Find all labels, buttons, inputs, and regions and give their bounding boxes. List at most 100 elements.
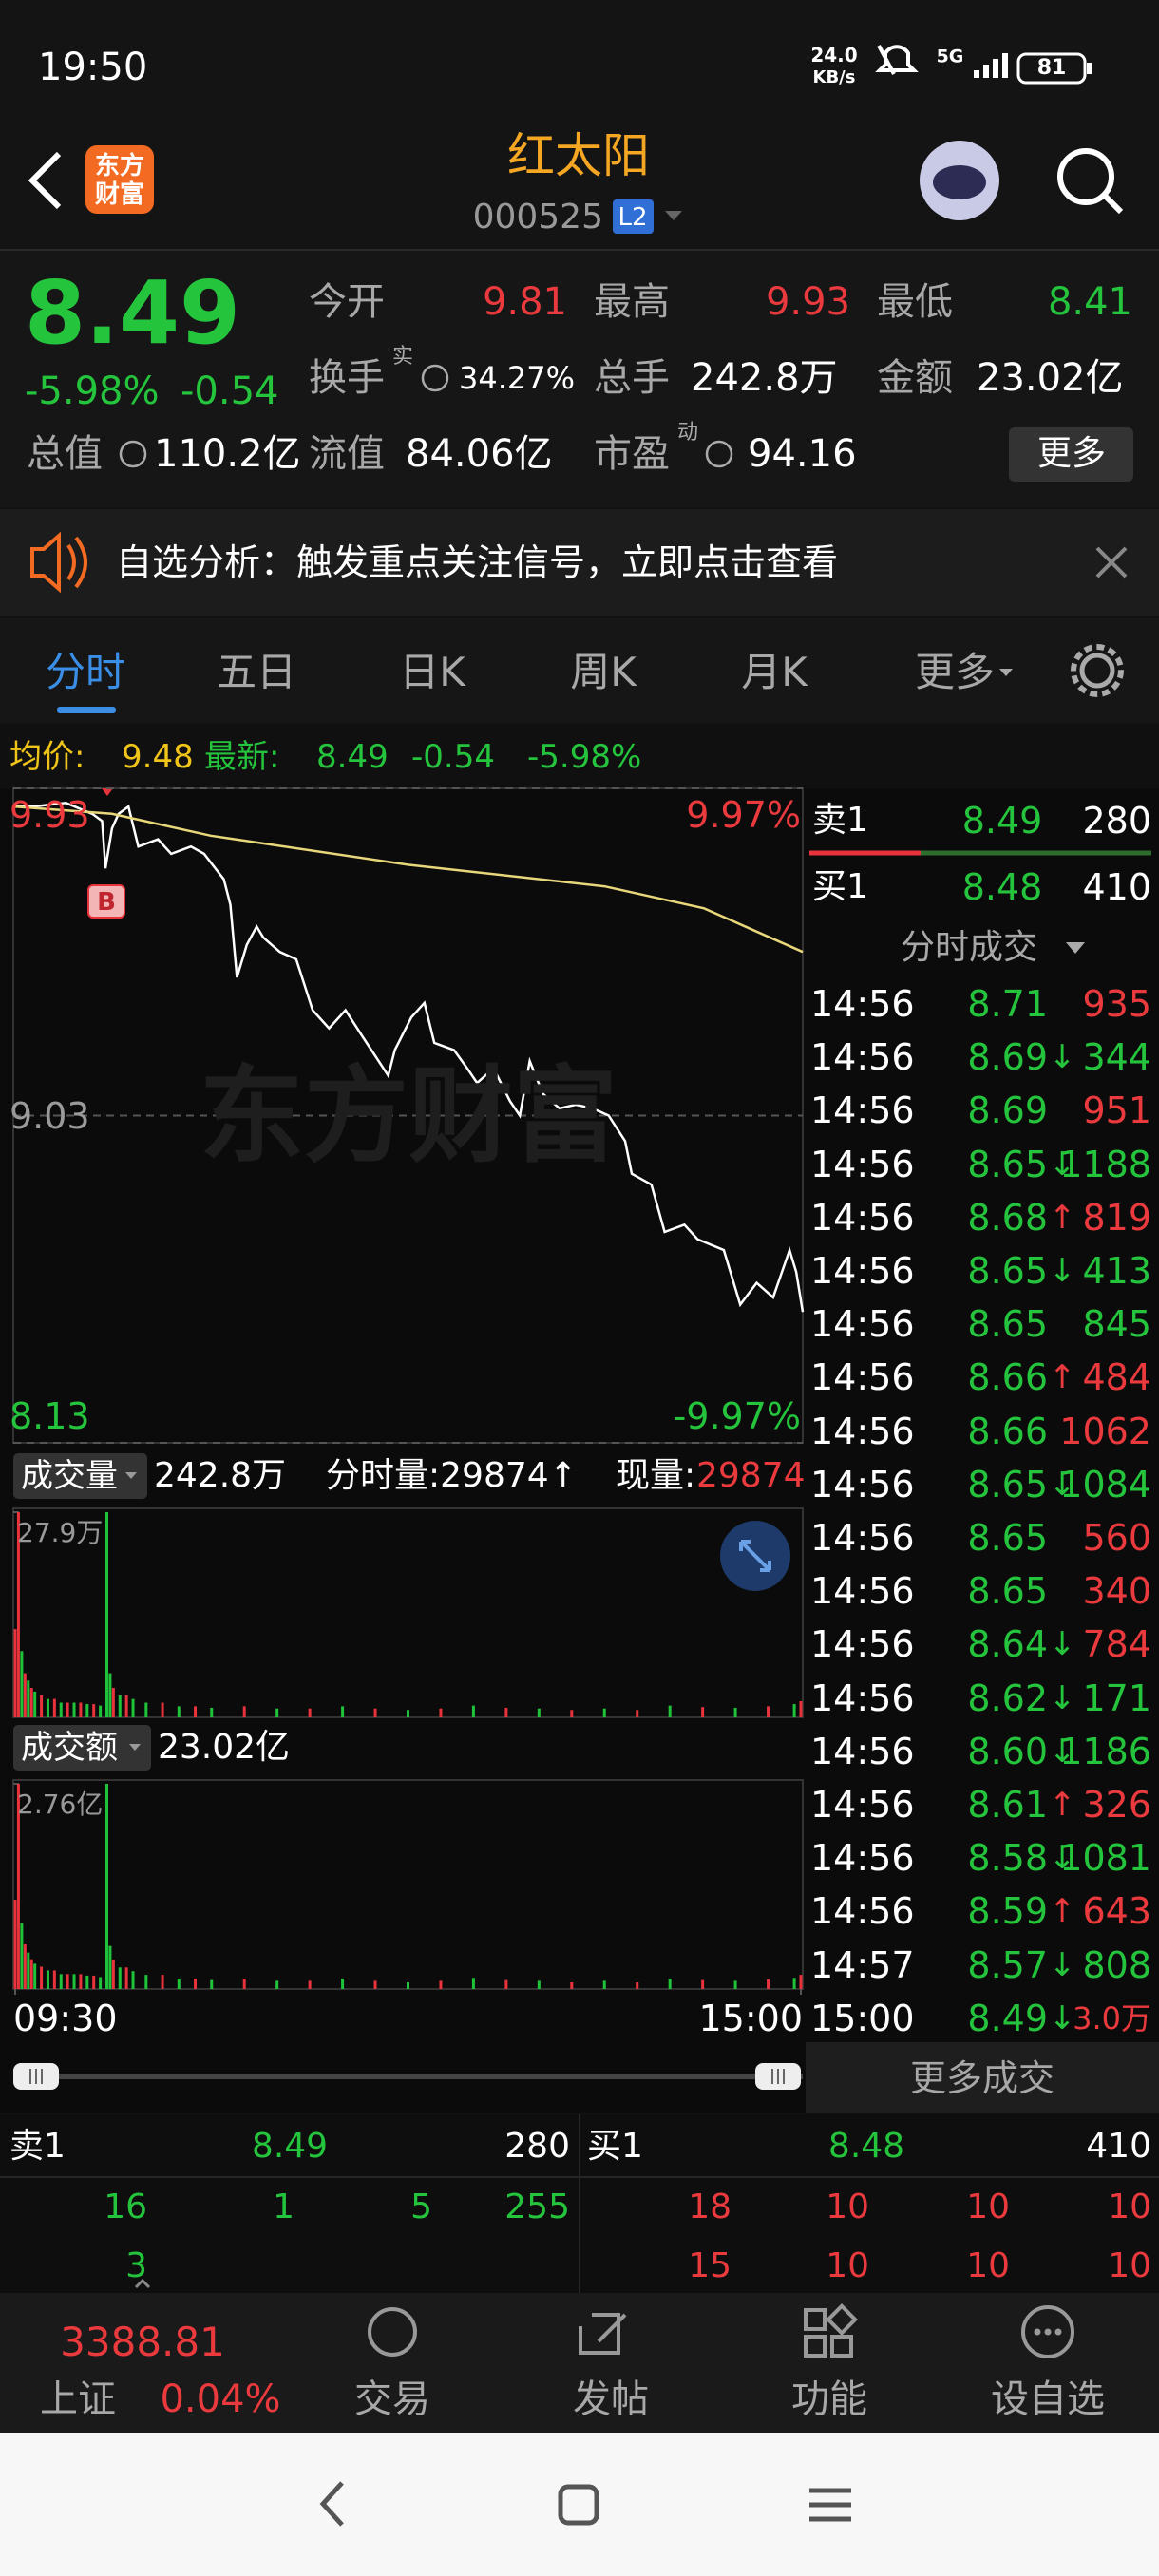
close-button[interactable] bbox=[1095, 546, 1128, 578]
trade-time: 14:56 bbox=[810, 1036, 915, 1079]
trade-time: 14:56 bbox=[810, 1623, 915, 1666]
trade-volume: 560 bbox=[1082, 1517, 1151, 1559]
queue-size: 10 bbox=[966, 2246, 1010, 2285]
trade-price: 8.68 bbox=[967, 1196, 1048, 1239]
trade-arrow: ↓ bbox=[1049, 1945, 1076, 1984]
clock: 19:50 bbox=[38, 46, 148, 89]
queue-size: 5 bbox=[410, 2188, 432, 2226]
system-back[interactable] bbox=[319, 2481, 344, 2527]
volume-bar bbox=[79, 1702, 83, 1717]
trades-title[interactable]: 分时成交 bbox=[900, 928, 1038, 967]
tabs-bg bbox=[0, 618, 1159, 723]
nav-item[interactable]: 功能 bbox=[791, 2377, 867, 2421]
function-icon[interactable] bbox=[804, 2303, 858, 2358]
volume-bar bbox=[99, 1705, 103, 1717]
system-home[interactable] bbox=[558, 2484, 599, 2526]
volume-bar bbox=[537, 1708, 541, 1717]
trade-time: 14:56 bbox=[810, 1303, 915, 1346]
trade-volume: 1188 bbox=[1059, 1143, 1151, 1185]
y-tick-label: 27.9万 bbox=[17, 1517, 104, 1548]
trade-time: 14:57 bbox=[810, 1943, 915, 1986]
amount-title[interactable]: 成交额 bbox=[21, 1729, 118, 1767]
expand-up[interactable] bbox=[134, 2278, 151, 2289]
buy1-price: 8.48 bbox=[961, 866, 1043, 908]
dots bbox=[1034, 2328, 1062, 2336]
quote-bg bbox=[0, 251, 1159, 507]
tab[interactable]: 日K bbox=[399, 649, 466, 695]
volume-title[interactable]: 成交量 bbox=[21, 1457, 118, 1495]
sell1-label: 卖1 bbox=[812, 801, 868, 840]
tab[interactable]: 分时 bbox=[45, 649, 126, 695]
nav-item[interactable]: 设自选 bbox=[991, 2377, 1105, 2421]
trade-price: 8.64 bbox=[967, 1623, 1048, 1666]
volume-bar bbox=[124, 1695, 128, 1717]
trade-price: 8.59 bbox=[967, 1890, 1048, 1933]
volume-bar bbox=[767, 1706, 770, 1717]
post-icon[interactable] bbox=[579, 2313, 627, 2355]
volume-bar bbox=[308, 1708, 312, 1717]
index-name: 上证 bbox=[40, 2377, 116, 2421]
field-label: 金额 bbox=[877, 356, 953, 400]
volume-bar bbox=[20, 1651, 24, 1717]
more-button[interactable] bbox=[1009, 427, 1133, 482]
back-button[interactable] bbox=[28, 151, 62, 210]
tab[interactable]: 月K bbox=[741, 649, 808, 695]
trade-volume: 845 bbox=[1082, 1303, 1151, 1346]
volume-bar bbox=[13, 1629, 17, 1717]
settings-button[interactable] bbox=[1079, 653, 1115, 689]
volume-bar bbox=[668, 1705, 672, 1717]
volume-bar bbox=[46, 1970, 49, 1989]
queue-size: 10 bbox=[1108, 2188, 1151, 2226]
banner-text[interactable]: 自选分析：触发重点关注信号，立即点击查看 bbox=[116, 541, 839, 583]
trade-price: 8.65 bbox=[967, 1517, 1048, 1559]
volume-bar bbox=[23, 1673, 27, 1717]
trade-volume: 344 bbox=[1082, 1036, 1151, 1079]
tab[interactable]: 五日 bbox=[216, 649, 297, 695]
level-badge-text: L2 bbox=[618, 203, 648, 232]
volume-bar bbox=[72, 1974, 76, 1989]
field-label: 换手 bbox=[309, 356, 385, 400]
volume-bar bbox=[799, 1700, 803, 1717]
queue-size: 10 bbox=[966, 2188, 1010, 2226]
dropdown-arrow[interactable] bbox=[665, 211, 682, 220]
trade-time: 14:56 bbox=[810, 1784, 915, 1826]
queue-size: 10 bbox=[1108, 2246, 1151, 2285]
more-trades-bg[interactable] bbox=[806, 2042, 1159, 2113]
amount-selector[interactable] bbox=[13, 1725, 151, 1771]
more-button-text[interactable]: 更多 bbox=[1036, 434, 1107, 473]
nav-item[interactable]: 发帖 bbox=[573, 2377, 649, 2421]
volume-bar bbox=[131, 1971, 135, 1989]
trade-marker-box bbox=[87, 884, 125, 919]
trade-price: 8.57 bbox=[967, 1943, 1048, 1986]
trade-volume: 808 bbox=[1082, 1943, 1151, 1986]
tab[interactable]: 周K bbox=[570, 649, 636, 695]
trade-price: 8.69 bbox=[967, 1089, 1048, 1132]
field-label: 总值 bbox=[27, 432, 103, 476]
volume-bar bbox=[341, 1706, 345, 1717]
volume-selector[interactable] bbox=[13, 1453, 147, 1499]
info-bg bbox=[0, 724, 1159, 788]
info-icon[interactable] bbox=[705, 440, 733, 468]
volume-bar bbox=[537, 1980, 541, 1989]
system-menu[interactable] bbox=[809, 2488, 851, 2522]
battery-tip bbox=[1087, 63, 1092, 74]
trade-time: 14:56 bbox=[810, 1676, 915, 1719]
trade-volume: 819 bbox=[1082, 1196, 1151, 1239]
watchlist-icon[interactable] bbox=[1021, 2305, 1074, 2358]
info-icon[interactable] bbox=[421, 364, 449, 392]
index-change: 0.04% bbox=[160, 2377, 281, 2421]
trade-time: 14:56 bbox=[810, 1730, 915, 1772]
more-trades[interactable]: 更多成交 bbox=[909, 2057, 1055, 2099]
volume-bar bbox=[131, 1698, 135, 1717]
field-label: 最高 bbox=[594, 280, 670, 324]
trade-arrow: ↑ bbox=[1049, 1358, 1076, 1397]
search-button[interactable] bbox=[1057, 148, 1114, 205]
volume-total: 242.8万 bbox=[154, 1456, 287, 1495]
info-icon[interactable] bbox=[119, 440, 147, 468]
nav-item[interactable]: 交易 bbox=[354, 2377, 430, 2421]
trade-icon[interactable] bbox=[368, 2307, 417, 2357]
x-tick-label: 09:30 bbox=[13, 1998, 118, 2039]
amount-total: 23.02亿 bbox=[158, 1728, 291, 1767]
robot-face bbox=[933, 165, 986, 199]
tab[interactable]: 更多 bbox=[914, 649, 996, 695]
